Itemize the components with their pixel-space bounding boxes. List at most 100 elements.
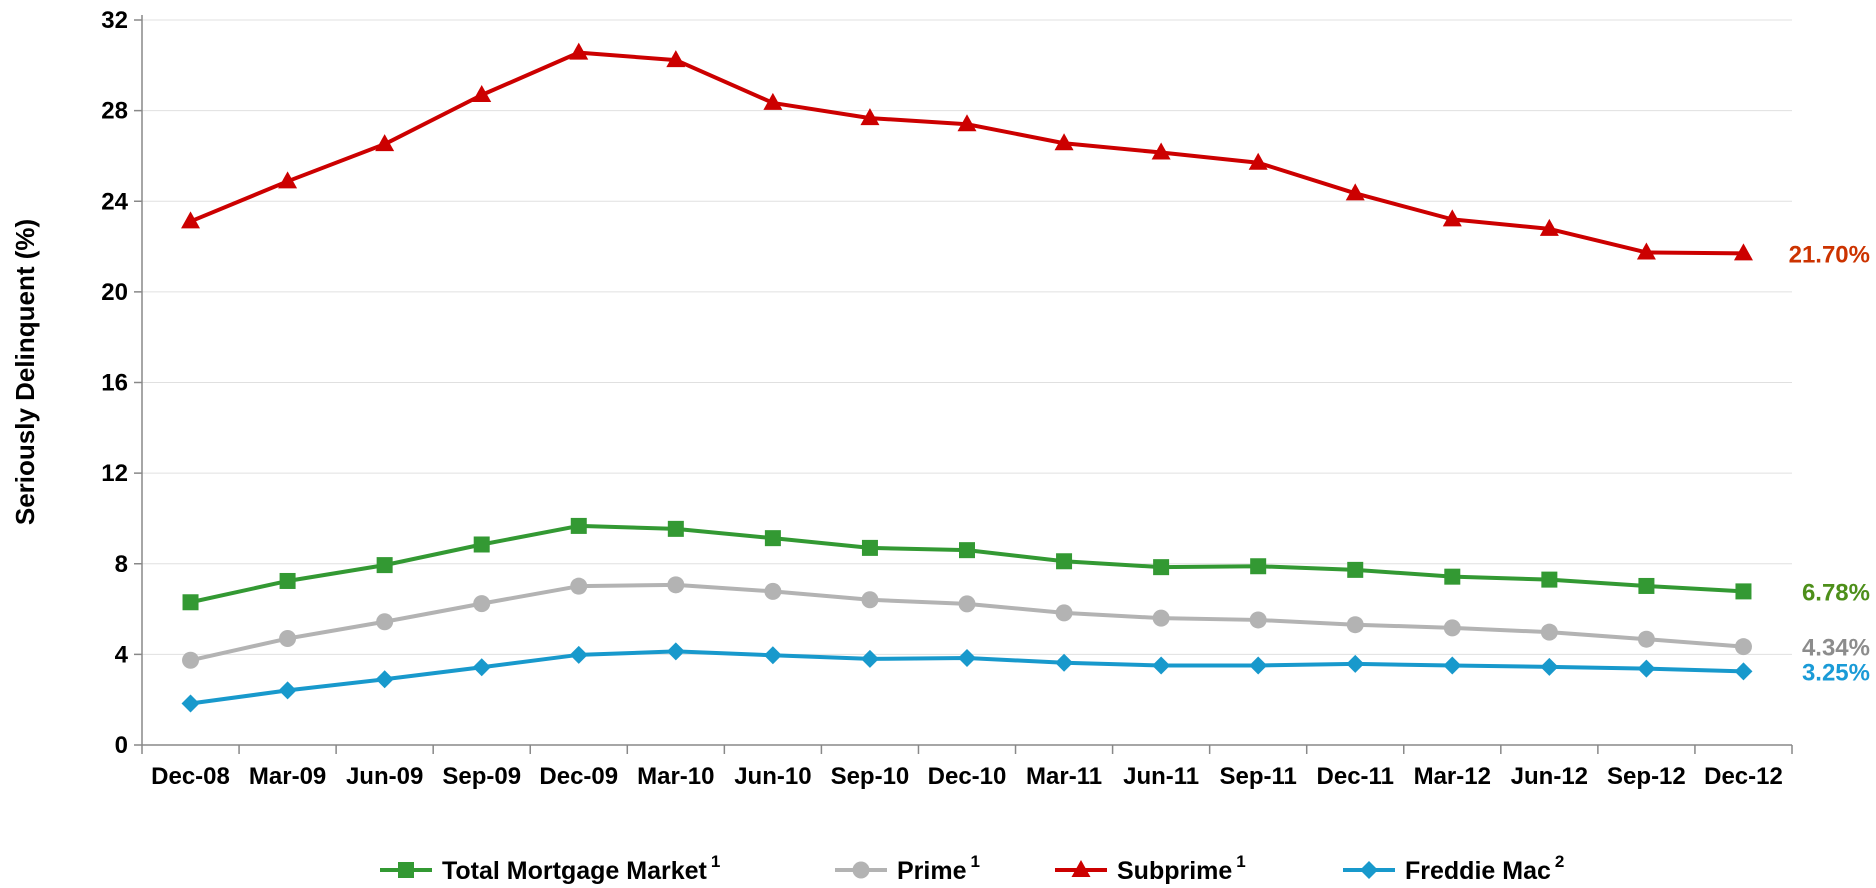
data-point [861, 539, 878, 556]
data-point [667, 520, 684, 537]
data-point [279, 630, 297, 648]
end-label: 4.34% [1802, 635, 1870, 662]
data-point [1151, 142, 1171, 160]
data-point [375, 134, 395, 152]
y-tick-label: 8 [115, 551, 128, 578]
end-label: 3.25% [1802, 659, 1870, 686]
x-tick-label: Mar-09 [249, 763, 326, 790]
legend-marker [398, 862, 414, 878]
data-point [1637, 630, 1655, 648]
data-point [763, 646, 782, 665]
data-point [570, 577, 588, 595]
data-point [182, 651, 200, 669]
series-freddie-mac [181, 642, 1753, 713]
data-point [1735, 583, 1752, 600]
data-point [860, 649, 879, 668]
data-point [1055, 653, 1074, 672]
data-point [1734, 638, 1752, 656]
data-point [958, 649, 976, 667]
data-point [569, 42, 589, 60]
data-point [1152, 656, 1171, 675]
y-tick-label: 12 [101, 460, 128, 487]
data-point [1249, 611, 1267, 629]
data-point [1733, 243, 1753, 261]
data-point [1541, 571, 1558, 588]
data-point [1636, 242, 1656, 260]
series-subprime [181, 42, 1753, 261]
legend-item-subprime: Subprime 1 [1055, 852, 1246, 885]
legend-marker [852, 861, 870, 879]
data-point [860, 108, 880, 126]
x-tick-label: Sep-09 [442, 763, 521, 790]
data-point [181, 211, 201, 229]
data-point [569, 645, 588, 664]
data-point [1153, 559, 1170, 576]
x-tick-label: Jun-09 [346, 763, 423, 790]
series-prime [182, 576, 1752, 669]
grid-lines [142, 19, 1792, 655]
data-point [1734, 662, 1753, 681]
y-tick-label: 20 [101, 279, 128, 306]
data-point [1444, 568, 1461, 585]
data-point [1056, 553, 1073, 570]
data-point [181, 694, 200, 713]
data-point [473, 595, 491, 613]
legend-label: Subprime 1 [1117, 852, 1246, 885]
end-labels: 6.78% 4.34% 21.70% 3.25% [1789, 241, 1870, 686]
legend-label: Prime 1 [897, 852, 980, 885]
end-label: 21.70% [1789, 241, 1870, 268]
legend-superscript: 1 [711, 852, 720, 871]
data-point [1637, 659, 1656, 678]
data-point [1540, 623, 1558, 641]
data-point [1055, 604, 1073, 622]
x-tick-label: Jun-10 [734, 763, 811, 790]
y-tick-label: 32 [101, 7, 128, 34]
data-point [1054, 133, 1074, 151]
data-point [861, 591, 879, 609]
x-tick-label: Jun-12 [1511, 763, 1588, 790]
data-point [1249, 656, 1268, 675]
legend-superscript: 1 [1236, 852, 1245, 871]
legend-item-prime: Prime 1 [835, 852, 980, 885]
data-point [376, 557, 393, 574]
x-tick-label: Jun-11 [1123, 763, 1199, 790]
data-point [472, 84, 492, 102]
x-tick-label: Dec-10 [928, 763, 1007, 790]
data-point [1443, 656, 1462, 675]
y-axis-title: Seriously Delinquent (%) [10, 219, 40, 525]
y-tick-label: 0 [115, 732, 128, 759]
data-point [279, 572, 296, 589]
legend-superscript: 2 [1555, 852, 1564, 871]
legend-item-freddie-mac: Freddie Mac 2 [1343, 852, 1564, 885]
data-point [667, 576, 685, 594]
x-tick-label: Dec-08 [151, 763, 230, 790]
data-point [764, 582, 782, 600]
x-tick-label: Mar-11 [1026, 763, 1102, 790]
y-tick-label: 16 [101, 370, 128, 397]
data-point [278, 681, 297, 700]
data-point [1248, 152, 1268, 170]
data-point [1638, 577, 1655, 594]
data-point [1152, 609, 1170, 627]
legend-label: Freddie Mac 2 [1405, 852, 1564, 885]
data-point [666, 50, 686, 68]
data-point [764, 530, 781, 547]
data-point [1345, 183, 1365, 201]
data-point [1346, 654, 1365, 673]
data-point [1250, 558, 1267, 575]
data-point [763, 92, 783, 110]
legend-marker [1360, 861, 1378, 879]
x-tick-label: Sep-11 [1219, 763, 1296, 790]
data-point [182, 594, 199, 611]
data-point [570, 517, 587, 534]
legend-item-total-mortgage-market: Total Mortgage Market 1 [380, 852, 720, 885]
data-point [376, 613, 394, 631]
data-point [666, 642, 685, 661]
data-point [473, 536, 490, 553]
data-point [1346, 616, 1364, 634]
y-tick-label: 4 [115, 641, 129, 668]
x-tick-label: Sep-12 [1607, 763, 1686, 790]
legend: Total Mortgage Market 1 Prime 1 Subprime 1 Fre… [380, 852, 1564, 885]
x-tick-label: Sep-10 [831, 763, 910, 790]
